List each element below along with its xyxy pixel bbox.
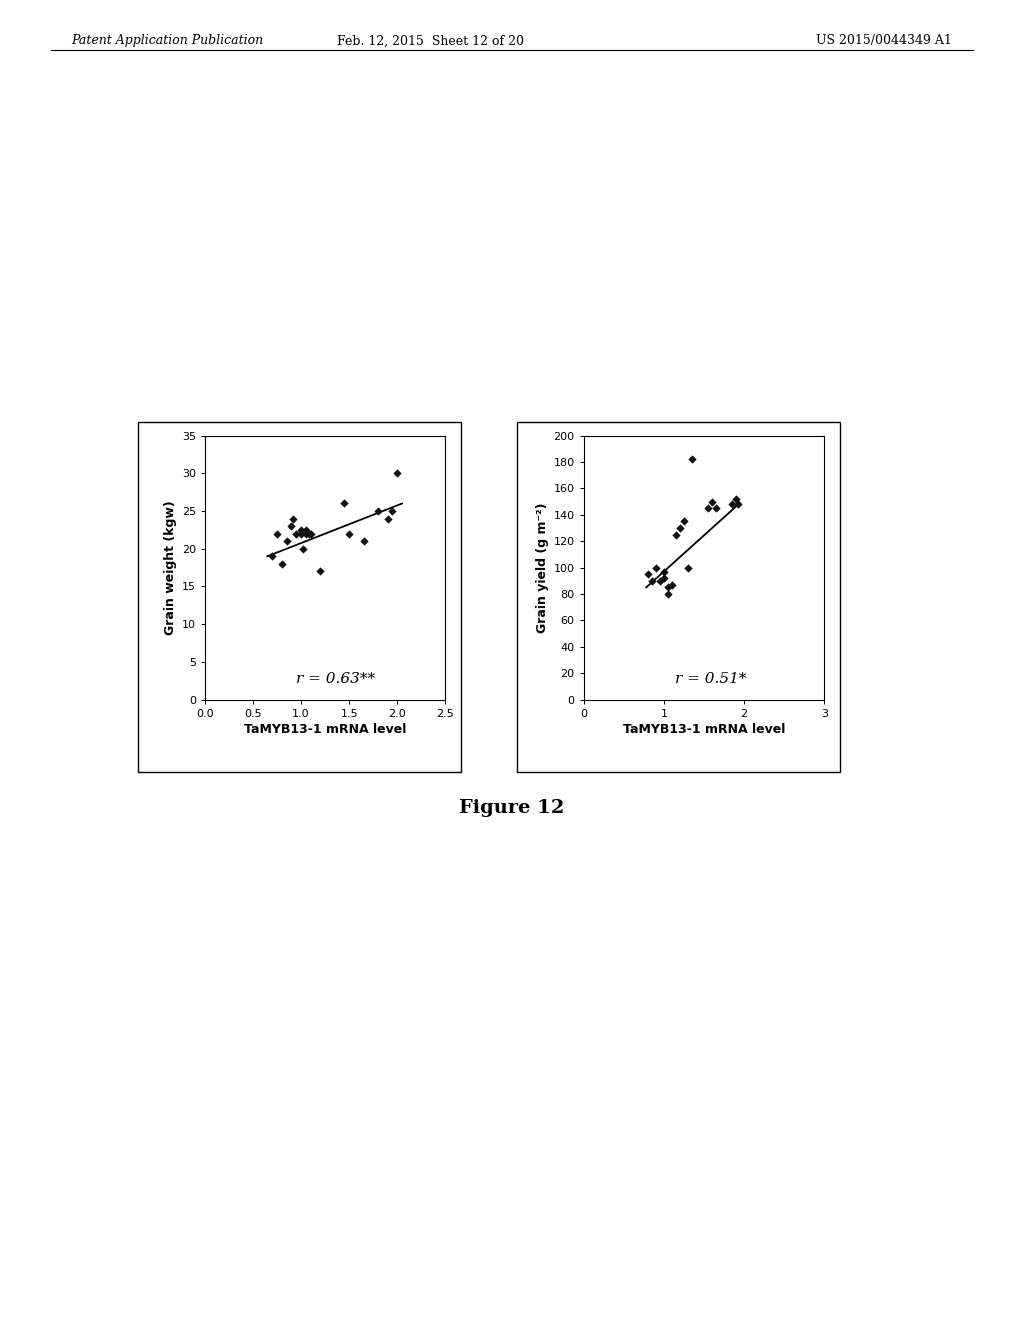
Point: [293, 523, 309, 544]
Point: [672, 517, 688, 539]
Point: [680, 557, 696, 578]
Point: [659, 577, 676, 598]
Point: [301, 523, 317, 544]
Point: [336, 492, 352, 513]
Point: [728, 488, 744, 510]
Point: [389, 463, 406, 484]
Text: r = 0.63**: r = 0.63**: [296, 672, 376, 686]
Point: [285, 508, 301, 529]
Point: [655, 561, 672, 582]
Point: [295, 539, 311, 560]
Point: [724, 494, 740, 515]
Point: [284, 516, 300, 537]
Point: [279, 531, 295, 552]
Point: [273, 553, 290, 574]
Point: [699, 498, 716, 519]
Point: [655, 568, 672, 589]
Point: [703, 491, 720, 512]
Point: [380, 508, 396, 529]
Text: Figure 12: Figure 12: [460, 799, 564, 817]
Y-axis label: Grain yield (g m⁻²): Grain yield (g m⁻²): [537, 503, 549, 632]
Y-axis label: Grain weight (kgw): Grain weight (kgw): [165, 500, 177, 635]
Text: Feb. 12, 2015  Sheet 12 of 20: Feb. 12, 2015 Sheet 12 of 20: [337, 34, 523, 48]
Point: [355, 531, 372, 552]
Point: [288, 523, 304, 544]
Point: [298, 523, 314, 544]
Point: [668, 524, 684, 545]
Point: [651, 570, 668, 591]
Text: r = 0.51*: r = 0.51*: [675, 672, 746, 686]
Point: [644, 570, 660, 591]
Point: [708, 498, 724, 519]
Point: [302, 523, 318, 544]
Point: [676, 511, 692, 532]
Point: [384, 500, 400, 521]
Point: [729, 494, 745, 515]
Point: [298, 519, 314, 540]
X-axis label: TaMYB13-1 mRNA level: TaMYB13-1 mRNA level: [244, 723, 407, 735]
Point: [684, 449, 700, 470]
Point: [659, 583, 676, 605]
Point: [268, 523, 285, 544]
Point: [664, 574, 680, 595]
Point: [264, 545, 281, 566]
X-axis label: TaMYB13-1 mRNA level: TaMYB13-1 mRNA level: [623, 723, 785, 735]
Text: US 2015/0044349 A1: US 2015/0044349 A1: [816, 34, 952, 48]
Point: [370, 500, 386, 521]
Point: [312, 561, 329, 582]
Point: [648, 557, 665, 578]
Point: [293, 519, 309, 540]
Point: [341, 523, 357, 544]
Text: Patent Application Publication: Patent Application Publication: [72, 34, 264, 48]
Point: [640, 564, 656, 585]
